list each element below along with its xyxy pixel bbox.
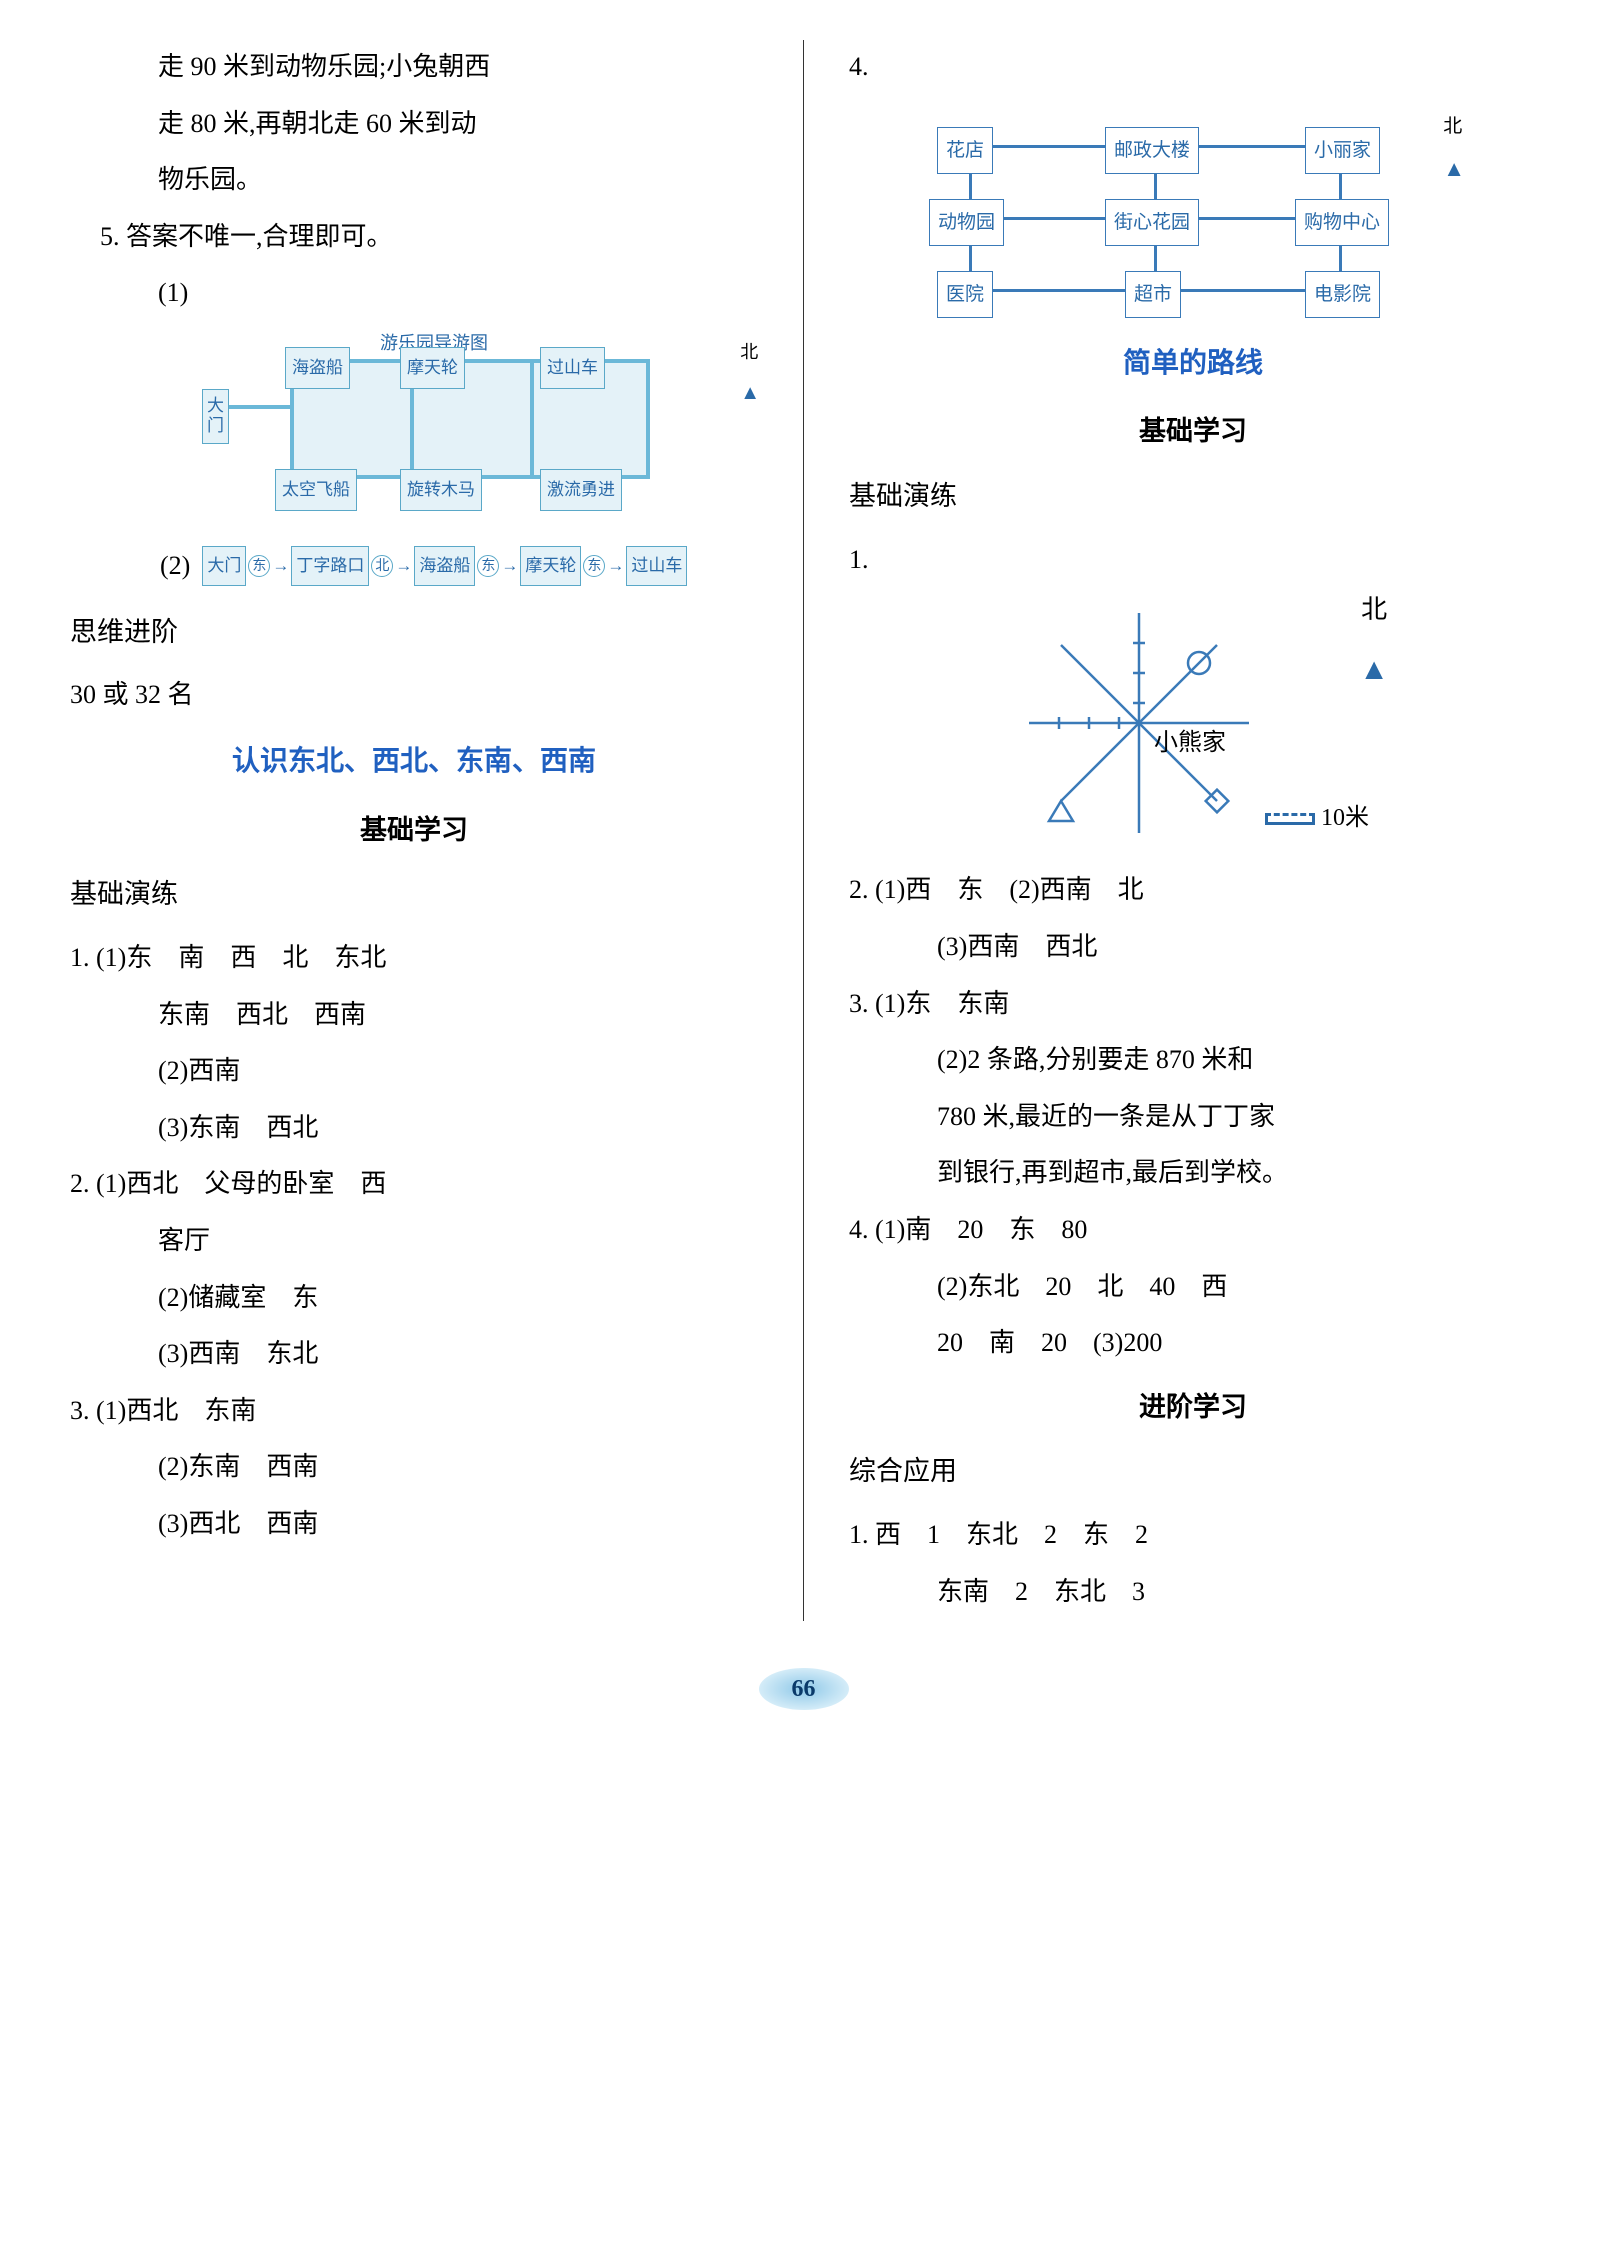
text-line: 5. 答案不唯一,合理即可。 (70, 210, 758, 265)
direction-badge: 东 (583, 555, 605, 577)
text-line: 物乐园。 (70, 153, 758, 208)
north-arrow-icon: ▲ (1359, 638, 1389, 701)
sub-title: 基础学习 (849, 403, 1537, 460)
text-line: 780 米,最近的一条是从丁丁家 (849, 1090, 1537, 1145)
text-line: (2)储藏室 东 (70, 1271, 758, 1326)
scale-bar-icon (1265, 813, 1315, 825)
text-line: (3)西北 西南 (70, 1497, 758, 1552)
north-arrow-icon: ▲ (1443, 146, 1465, 192)
sub-number: (2) (160, 539, 190, 594)
route-node: 过山车 (626, 546, 687, 586)
text-line: 1. 西 1 东北 2 东 2 (849, 1508, 1537, 1563)
page: 走 90 米到动物乐园;小兔朝西 走 80 米,再朝北走 60 米到动 物乐园。… (70, 40, 1537, 1621)
text-line: 3. (1)东 东南 (849, 977, 1537, 1032)
node-spaceship: 太空飞船 (275, 469, 357, 511)
text-line: 到银行,再到超市,最后到学校。 (849, 1146, 1537, 1201)
compass-diagram: 北 ▲ (949, 593, 1369, 863)
north-arrow-icon: ▲ (740, 372, 760, 414)
arrow-icon: → (607, 548, 624, 584)
scale-indicator: 10米 (1265, 793, 1369, 843)
grid-node: 超市 (1125, 271, 1181, 319)
right-column: 4. 北 ▲ 花店 邮政大楼 小丽家 动物园 街心花园 购物中心 医院 超市 电… (849, 40, 1537, 1621)
direction-badge: 东 (477, 555, 499, 577)
page-number-container: 66 (70, 1661, 1537, 1716)
arrow-icon: → (272, 548, 289, 584)
north-indicator: 北 ▲ (740, 334, 760, 414)
sub-title: 基础学习 (70, 802, 758, 859)
park-divider (530, 359, 534, 479)
north-indicator: 北 ▲ (1359, 583, 1389, 701)
compass-svg (949, 593, 1309, 853)
text-line: 4. (849, 40, 1537, 95)
amusement-park-diagram: 游乐园导游图 北 ▲ 大 门 海盗船 摩天轮 过山车 太空飞船 旋转木马 激流勇… (210, 329, 730, 529)
route-node: 摩天轮 (520, 546, 581, 586)
city-grid-diagram: 北 ▲ 花店 邮政大楼 小丽家 动物园 街心花园 购物中心 医院 超市 电影院 (909, 105, 1429, 325)
north-indicator: 北 ▲ (1443, 107, 1465, 193)
node-roller-coaster: 过山车 (540, 347, 605, 389)
node-rapids: 激流勇进 (540, 469, 622, 511)
grid-node: 花店 (937, 127, 993, 175)
grid-node: 邮政大楼 (1105, 127, 1199, 175)
sub-number: (1) (70, 266, 158, 321)
column-divider (803, 40, 804, 1621)
compass-center-label: 小熊家 (1154, 718, 1226, 768)
grid-node: 购物中心 (1295, 199, 1389, 247)
heading: 基础演练 (849, 468, 1537, 525)
text-line: (2)西南 (70, 1044, 758, 1099)
arrow-icon: → (501, 548, 518, 584)
route-node: 丁字路口 (291, 546, 369, 586)
text-line: 20 南 20 (3)200 (849, 1316, 1537, 1371)
text-line: 东南 西北 西南 (70, 988, 758, 1043)
grid-node: 小丽家 (1305, 127, 1380, 175)
text-line: 2. (1)西 东 (2)西南 北 (849, 863, 1537, 918)
route-chain-diagram: (2) 大门 东 → 丁字路口 北 → 海盗船 东 → 摩天轮 东 → 过山车 (160, 539, 758, 594)
text-line: (3)西南 西北 (849, 920, 1537, 975)
text-line: 2. (1)西北 父母的卧室 西 (70, 1157, 758, 1212)
heading: 基础演练 (70, 866, 758, 923)
node-gate: 大 门 (202, 389, 229, 444)
text-line: (2)东南 西南 (70, 1440, 758, 1495)
direction-badge: 北 (371, 555, 393, 577)
text-line: 3. (1)西北 东南 (70, 1384, 758, 1439)
heading: 综合应用 (849, 1443, 1537, 1500)
text-line: 4. (1)南 20 东 80 (849, 1203, 1537, 1258)
grid-node: 医院 (937, 271, 993, 319)
heading: 思维进阶 (70, 604, 758, 661)
arrow-icon: → (395, 548, 412, 584)
text-line: (3)东南 西北 (70, 1101, 758, 1156)
text-line: 东南 2 东北 3 (849, 1565, 1537, 1620)
text-line: (3)西南 东北 (70, 1327, 758, 1382)
text-line: 1. (849, 533, 1537, 588)
text-line: 30 或 32 名 (70, 668, 758, 723)
node-ferris-wheel: 摩天轮 (400, 347, 465, 389)
page-number: 66 (759, 1668, 849, 1710)
text-line: 客厅 (70, 1214, 758, 1269)
node-carousel: 旋转木马 (400, 469, 482, 511)
text-line: 走 80 米,再朝北走 60 米到动 (70, 97, 758, 152)
sub-title: 进阶学习 (849, 1379, 1537, 1436)
text-line: (2)东北 20 北 40 西 (849, 1260, 1537, 1315)
grid-node: 电影院 (1305, 271, 1380, 319)
text-line: 走 90 米到动物乐园;小兔朝西 (70, 40, 758, 95)
grid-node: 动物园 (929, 199, 1004, 247)
direction-badge: 东 (248, 555, 270, 577)
grid-node: 街心花园 (1105, 199, 1199, 247)
route-node: 大门 (202, 546, 246, 586)
section-title: 简单的路线 (849, 335, 1537, 394)
route-node: 海盗船 (414, 546, 475, 586)
left-column: 走 90 米到动物乐园;小兔朝西 走 80 米,再朝北走 60 米到动 物乐园。… (70, 40, 758, 1621)
node-pirate-ship: 海盗船 (285, 347, 350, 389)
section-title: 认识东北、西北、东南、西南 (70, 733, 758, 792)
text-line: 1. (1)东 南 西 北 东北 (70, 931, 758, 986)
text-line: (2)2 条路,分别要走 870 米和 (849, 1033, 1537, 1088)
